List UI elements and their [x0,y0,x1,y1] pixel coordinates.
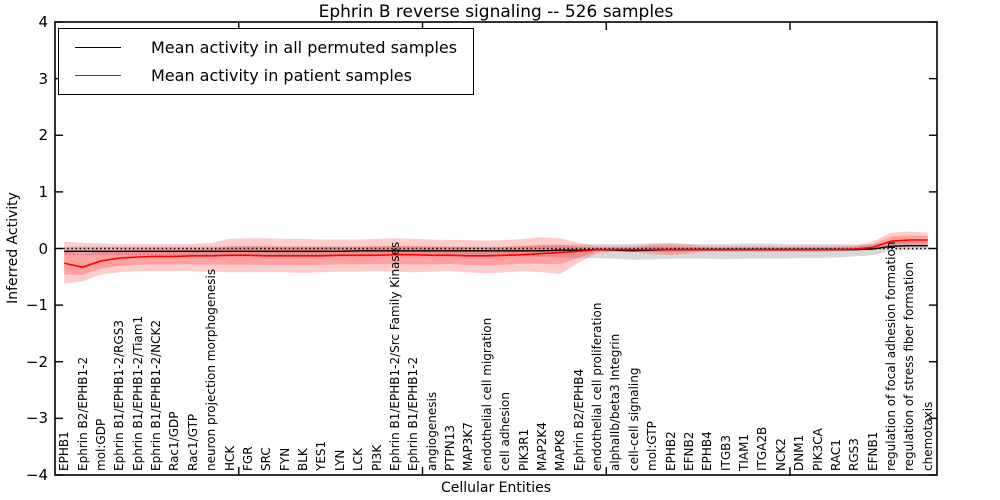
x-category-label: RAC1 [828,439,843,471]
x-category-label: Ephrin B1/EPHB1-2 [406,356,421,471]
y-tick-label: −4 [25,466,48,484]
x-category-label: Ephrin B1/EPHB1-2/Tiam1 [130,315,145,471]
x-category-label: PTPN13 [443,424,458,471]
legend-item-patient: Mean activity in patient samples [75,66,457,85]
x-category-label: ITGB3 [718,434,733,471]
x-category-label: MAP3K7 [461,422,476,471]
x-category-label: BLK [296,448,311,471]
x-category-label: regulation of stress fiber formation [902,261,917,471]
y-tick-label: −3 [25,409,48,428]
x-category-label: RGS3 [847,438,862,471]
red-line-sample-icon [75,75,121,76]
x-category-label: NCK2 [773,438,788,471]
x-category-label: cell adhesion [498,392,513,471]
x-category-label: Ephrin B1/EPHB1-2/Src Family Kinases [387,241,402,471]
x-category-label: Ephrin B2/EPHB1-2 [75,356,90,471]
x-category-label: angiogenesis [424,391,439,471]
x-category-label: neuron projection morphogenesis [204,268,219,471]
y-tick-label: 4 [38,13,48,31]
y-tick-label: 0 [38,239,48,258]
x-category-label: mol:GDP [93,418,108,471]
y-tick-label: −2 [25,352,48,371]
x-category-label: EPHB2 [663,431,678,471]
x-category-label: MAP2K4 [534,422,549,471]
y-tick-label: 2 [38,126,48,145]
patient-mean-line [64,239,928,269]
x-category-label: Rac1/GDP [167,411,182,471]
x-category-label: ITGA2B [755,426,770,471]
x-category-label: chemotaxis [920,401,935,471]
x-category-label: LCK [351,448,366,471]
x-category-label: HCK [222,445,237,471]
x-category-label: EFNB2 [681,431,696,471]
legend-label-permuted: Mean activity in all permuted samples [151,38,458,57]
legend-item-permuted: Mean activity in all permuted samples [75,38,457,57]
x-category-label: PIK3CA [810,428,825,471]
x-category-label: EPHB4 [700,431,715,471]
x-category-label: Ephrin B1/EPHB1-2/RGS3 [112,319,127,471]
x-category-label: endothelial cell proliferation [590,302,605,471]
x-category-label: TIAM1 [737,433,752,471]
x-category-label: alphaIIb/beta3 Integrin [608,333,623,471]
y-tick-label: −1 [25,296,48,315]
x-category-label: Ephrin B1/EPHB1-2/NCK2 [149,320,164,471]
x-category-label: DNM1 [792,434,807,471]
y-tick-label: 3 [38,69,48,88]
patient-range-band-outer [64,231,928,284]
x-category-label: LYN [332,449,347,471]
x-axis-label: Cellular Entities [440,480,552,496]
x-category-label: PI3K [369,444,384,471]
x-category-label: FYN [277,447,292,471]
x-category-label: endothelial cell migration [479,317,494,471]
x-category-label: MAPK8 [553,429,568,471]
legend: Mean activity in all permuted samples Me… [58,28,475,95]
x-category-label: FGR [240,446,255,471]
x-category-label: Rac1/GTP [185,413,200,471]
x-category-label: EFNB1 [865,431,880,471]
x-category-label: regulation of focal adhesion formation [884,241,899,471]
x-category-label: PIK3R1 [516,428,531,471]
y-tick-label: 1 [38,182,48,201]
x-category-label: SRC [259,447,274,471]
legend-label-patient: Mean activity in patient samples [151,66,412,85]
x-category-label: EPHB1 [57,431,72,471]
chart-title: Ephrin B reverse signaling -- 526 sample… [318,2,674,22]
x-category-label: cell-cell signaling [626,367,641,472]
x-category-label: YES1 [314,440,329,471]
x-category-label: Ephrin B2/EPHB4 [571,368,586,471]
x-category-label: mol:GTP [645,421,660,471]
black-line-sample-icon [75,47,121,48]
